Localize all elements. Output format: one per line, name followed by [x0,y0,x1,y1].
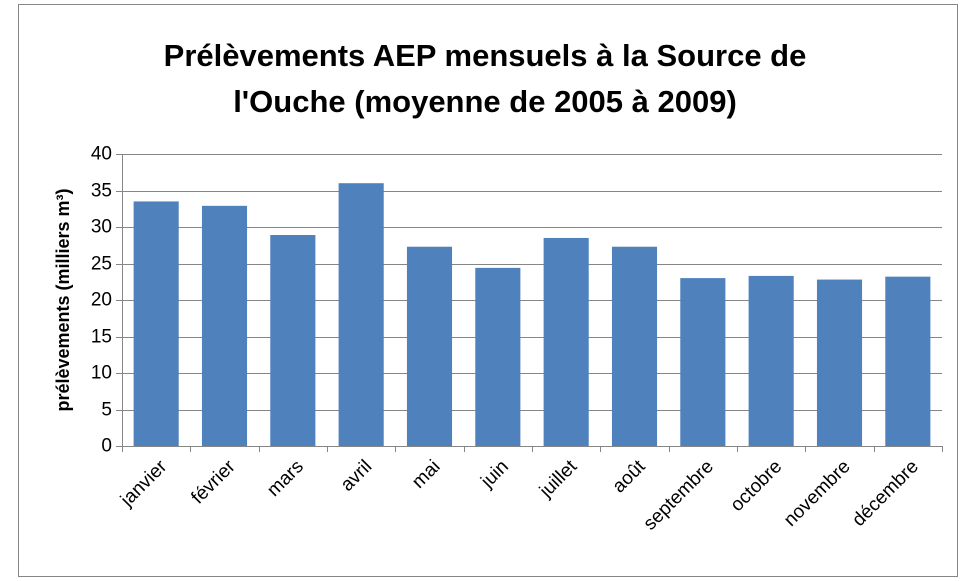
bar [885,276,931,446]
y-tick-label: 35 [91,181,112,202]
bar [133,201,179,446]
y-tick-label: 10 [91,363,112,384]
y-tick-label: 20 [91,290,112,311]
bar [201,205,248,446]
bar [543,237,589,446]
bar [270,235,316,446]
y-tick-label: 0 [101,436,112,457]
bar [475,267,521,446]
bar [816,279,863,446]
y-tick-label: 40 [91,144,112,165]
bar [680,278,726,446]
bar [611,246,658,446]
y-tick-label: 15 [91,327,112,348]
chart-title: l'Ouche (moyenne de 2005 à 2009) [233,84,737,119]
chart-title: Prélèvements AEP mensuels à la Source de [164,38,807,73]
y-tick-label: 25 [91,254,112,275]
bar [748,275,794,446]
bar [406,246,453,446]
y-tick-label: 5 [101,400,112,421]
y-axis-label: prélèvements (milliers m³) [53,188,73,411]
y-tick-label: 30 [91,217,112,238]
bar [338,183,384,446]
